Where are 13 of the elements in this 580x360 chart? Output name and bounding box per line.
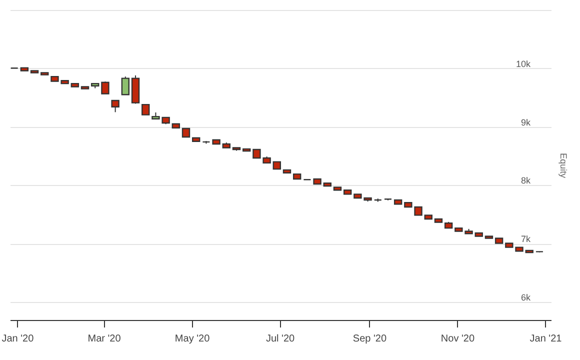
y-axis-title: Equity <box>558 152 568 179</box>
x-tick-label: Jan '20 <box>2 334 34 344</box>
x-tick-label: Sep '20 <box>352 334 387 344</box>
y-tick-label: 8k <box>520 176 531 186</box>
y-tick-label: 6k <box>520 292 531 302</box>
x-tick-label: Nov '20 <box>440 334 475 344</box>
y-tick-label: 7k <box>520 234 531 244</box>
x-tick-label: Jul '20 <box>266 334 296 344</box>
x-tick-label: Jan '21 <box>530 334 562 344</box>
y-tick-label: 9k <box>520 117 531 128</box>
y-tick-label: 10k <box>516 58 531 69</box>
x-tick-label: May '20 <box>174 334 210 344</box>
x-tick-label: Mar '20 <box>88 334 122 344</box>
